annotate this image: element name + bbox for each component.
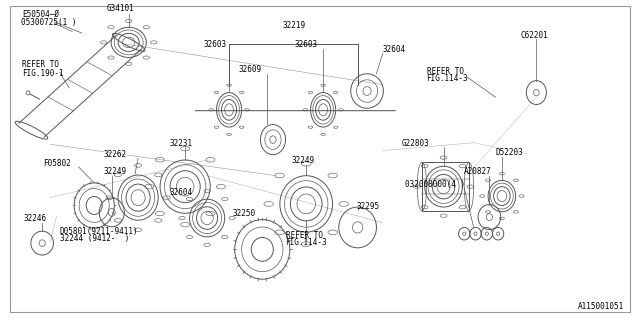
Text: G34101: G34101 <box>107 4 134 13</box>
Text: F05802: F05802 <box>43 159 70 168</box>
Text: 05300725(1 ): 05300725(1 ) <box>21 18 76 27</box>
Text: A20827: A20827 <box>464 167 492 176</box>
Text: 32603: 32603 <box>295 40 318 49</box>
Text: FIG.190-1: FIG.190-1 <box>22 69 64 78</box>
Text: 32262: 32262 <box>104 150 127 159</box>
Text: 32231: 32231 <box>170 139 193 148</box>
Text: E50504—Ø: E50504—Ø <box>22 10 59 19</box>
Text: 32246: 32246 <box>24 214 47 223</box>
Text: 32244 (9412-  ): 32244 (9412- ) <box>60 234 129 243</box>
Text: 32249: 32249 <box>292 156 315 165</box>
Text: 32604: 32604 <box>170 188 193 197</box>
Text: D05801(9211-9411): D05801(9211-9411) <box>60 227 138 236</box>
Text: REFER TO: REFER TO <box>427 67 463 76</box>
Text: REFER TO: REFER TO <box>22 60 59 69</box>
Text: A115001051: A115001051 <box>578 301 624 310</box>
Text: FIG.114-3: FIG.114-3 <box>285 238 327 247</box>
Text: D52203: D52203 <box>495 148 524 157</box>
Text: 32295: 32295 <box>356 202 380 211</box>
Text: G22803: G22803 <box>401 139 429 148</box>
Text: 32250: 32250 <box>232 210 255 219</box>
Text: C62201: C62201 <box>521 31 548 40</box>
Text: REFER TO: REFER TO <box>285 231 323 240</box>
Text: 32604: 32604 <box>383 45 406 54</box>
Text: FIG.114-3: FIG.114-3 <box>427 74 468 83</box>
Text: 32609: 32609 <box>239 65 262 74</box>
Text: 032008000(4 ): 032008000(4 ) <box>404 180 465 189</box>
Text: 32249: 32249 <box>104 167 127 176</box>
Text: 32603: 32603 <box>204 40 227 49</box>
Text: 32219: 32219 <box>282 21 305 30</box>
